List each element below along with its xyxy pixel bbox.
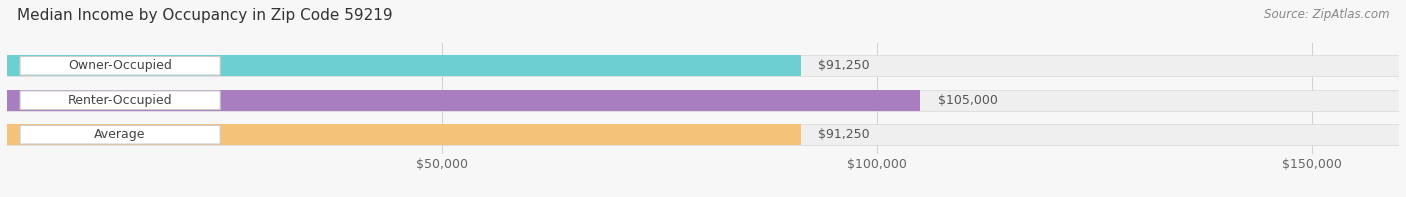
Bar [7,89,921,111]
Text: Median Income by Occupancy in Zip Code 59219: Median Income by Occupancy in Zip Code 5… [17,8,392,23]
FancyBboxPatch shape [20,125,221,144]
Text: $91,250: $91,250 [818,59,870,72]
Text: $91,250: $91,250 [818,128,870,141]
Bar [7,124,1399,145]
Text: Source: ZipAtlas.com: Source: ZipAtlas.com [1264,8,1389,21]
Bar [7,89,1399,111]
Bar [7,124,801,145]
Bar [7,55,1399,76]
Text: Renter-Occupied: Renter-Occupied [67,94,173,107]
Text: Owner-Occupied: Owner-Occupied [67,59,172,72]
Bar [7,55,801,76]
Text: Average: Average [94,128,146,141]
FancyBboxPatch shape [20,57,221,75]
Text: $105,000: $105,000 [938,94,998,107]
FancyBboxPatch shape [20,91,221,110]
